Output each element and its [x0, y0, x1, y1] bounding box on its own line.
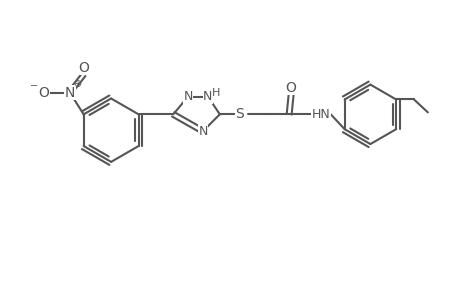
Text: N: N: [64, 85, 75, 100]
Text: N: N: [203, 90, 212, 103]
Text: −: −: [30, 81, 38, 91]
Text: O: O: [78, 61, 89, 75]
Text: O: O: [285, 81, 296, 94]
Text: H: H: [211, 88, 219, 98]
Text: O: O: [39, 85, 50, 100]
Text: N: N: [198, 125, 207, 138]
Text: N: N: [183, 90, 192, 103]
Text: ⊕: ⊕: [73, 79, 81, 88]
Text: S: S: [235, 107, 243, 121]
Text: HN: HN: [311, 108, 330, 121]
